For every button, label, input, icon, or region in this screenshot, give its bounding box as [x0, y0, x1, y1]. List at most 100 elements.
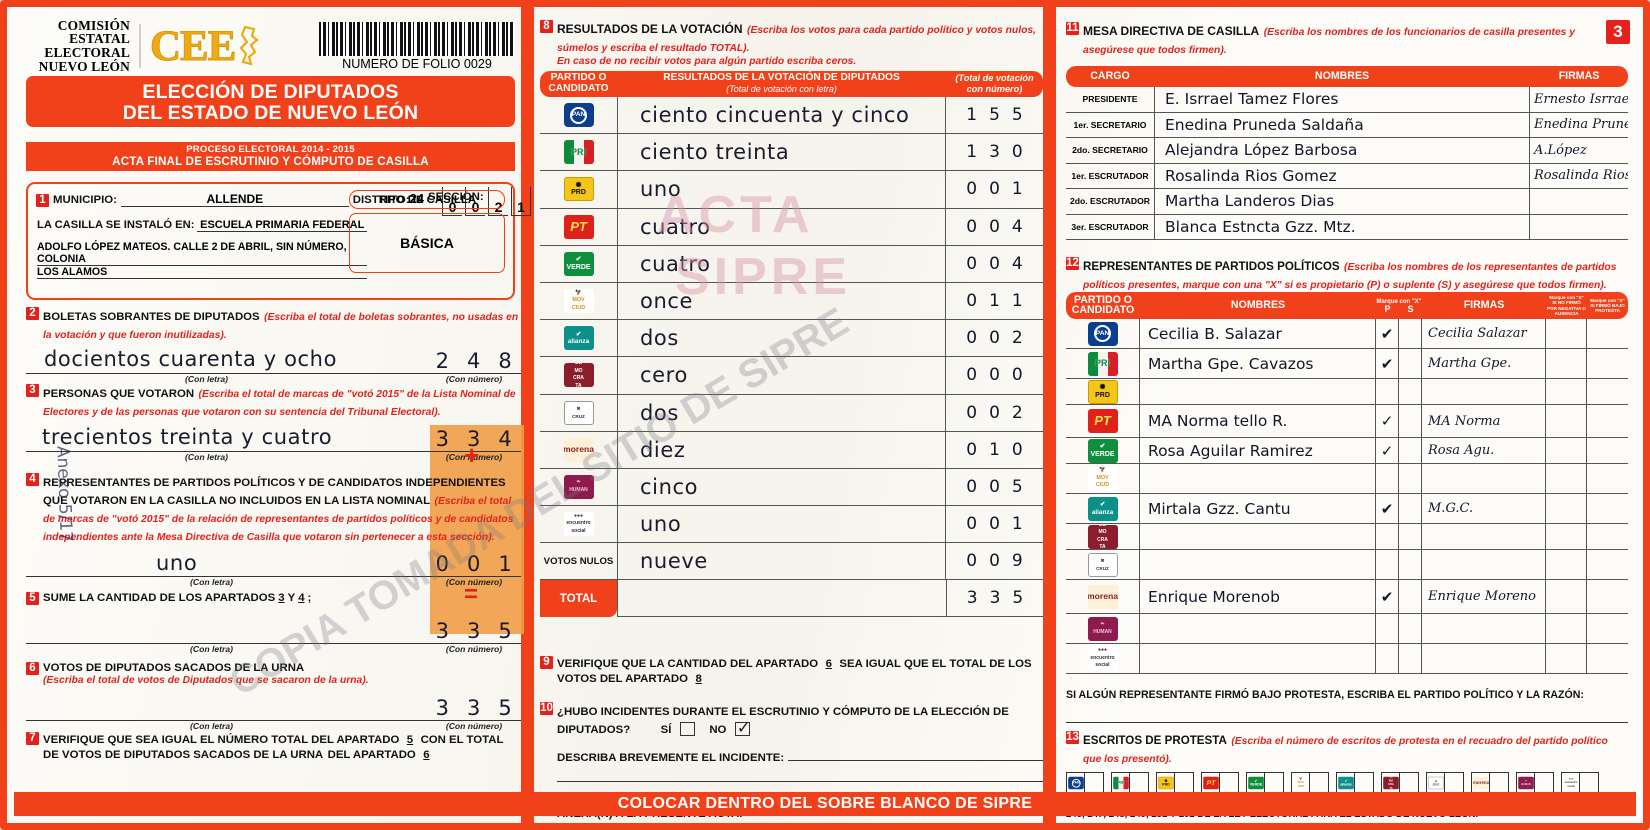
protesta-checkbox[interactable]	[1587, 405, 1628, 437]
protest-box[interactable]: PT	[1201, 772, 1239, 793]
firma-cell[interactable]	[1422, 464, 1546, 493]
protesta-checkbox[interactable]	[1587, 349, 1628, 378]
suplente-cell[interactable]	[1399, 349, 1422, 378]
firma-cell[interactable]: MA Norma	[1422, 405, 1546, 437]
negativa-checkbox[interactable]	[1546, 550, 1587, 579]
protesta-checkbox[interactable]	[1587, 524, 1628, 549]
distrito-value[interactable]: 24	[409, 191, 424, 206]
protesta-checkbox[interactable]	[1587, 644, 1628, 673]
negativa-checkbox[interactable]	[1546, 580, 1587, 613]
nombre-cell[interactable]: Martha Landeros Dias	[1154, 189, 1530, 214]
section-6-letra-value[interactable]	[26, 697, 427, 722]
propietario-cell[interactable]	[1376, 550, 1399, 579]
suplente-cell[interactable]	[1399, 494, 1422, 523]
protest-count-input[interactable]	[1129, 773, 1148, 792]
firma-cell[interactable]	[1530, 189, 1628, 214]
nombre-cell[interactable]: Rosalinda Rios Gomez	[1154, 163, 1530, 188]
protesta-checkbox[interactable]	[1587, 319, 1628, 348]
votes-letra-cell[interactable]: dos	[617, 394, 946, 431]
propietario-cell[interactable]: ✔	[1376, 494, 1399, 523]
negativa-checkbox[interactable]	[1546, 494, 1587, 523]
protest-box[interactable]: ✺ PRD	[1156, 772, 1194, 793]
protest-count-input[interactable]	[1534, 773, 1553, 792]
propietario-cell[interactable]: ✔	[1376, 580, 1399, 613]
negativa-checkbox[interactable]	[1546, 405, 1587, 437]
nombre-cell[interactable]: Enedina Pruneda Saldaña	[1154, 112, 1530, 137]
propietario-cell[interactable]	[1376, 644, 1399, 673]
nombre-cell[interactable]: Rosa Aguilar Ramirez	[1140, 438, 1376, 463]
protesta-checkbox[interactable]	[1587, 494, 1628, 523]
negativa-checkbox[interactable]	[1546, 464, 1587, 493]
firma-cell[interactable]	[1422, 379, 1546, 404]
protest-count-input[interactable]	[1264, 773, 1283, 792]
negativa-checkbox[interactable]	[1546, 379, 1587, 404]
section-3-letra-value[interactable]: trecientos treinta y cuatro	[26, 425, 427, 452]
protest-count-input[interactable]	[1084, 773, 1103, 792]
firma-cell[interactable]: Rosa Agu.	[1422, 438, 1546, 463]
protest-count-input[interactable]	[1444, 773, 1463, 792]
votes-letra-cell[interactable]: cuatro	[617, 208, 946, 245]
votes-letra-cell[interactable]: cero	[617, 357, 946, 394]
nombre-cell[interactable]: Enrique Morenob	[1140, 580, 1376, 613]
no-checkbox[interactable]: ✓	[734, 718, 751, 737]
propietario-cell[interactable]	[1376, 614, 1399, 643]
suplente-cell[interactable]	[1399, 464, 1422, 493]
nombre-cell[interactable]	[1140, 379, 1376, 404]
votes-letra-cell[interactable]: nueve	[617, 543, 946, 580]
incident-line-2[interactable]	[557, 765, 1043, 783]
nombre-cell[interactable]	[1140, 550, 1376, 579]
propietario-cell[interactable]: ✓	[1376, 405, 1399, 437]
section-5-letra-value[interactable]	[26, 620, 427, 645]
firma-cell[interactable]: A.López	[1534, 142, 1587, 158]
firma-cell[interactable]	[1530, 215, 1628, 240]
address-line-1[interactable]: ESCUELA PRIMARIA FEDERAL	[197, 219, 367, 232]
protest-count-input[interactable]	[1579, 773, 1598, 792]
negativa-checkbox[interactable]	[1546, 319, 1587, 348]
firma-cell[interactable]: Cecilia Salazar	[1422, 319, 1546, 348]
nombre-cell[interactable]	[1140, 644, 1376, 673]
protest-count-input[interactable]	[1309, 773, 1328, 792]
protest-box[interactable]: morena	[1471, 772, 1509, 793]
negativa-checkbox[interactable]	[1546, 349, 1587, 378]
votes-letra-cell[interactable]: once	[617, 282, 946, 320]
address-line-2[interactable]: ADOLFO LÓPEZ MATEOS. CALLE 2 DE ABRIL, S…	[37, 241, 367, 266]
protest-count-input[interactable]	[1489, 773, 1508, 792]
protest-box[interactable]: 🦅 MOV CIUD	[1291, 772, 1329, 793]
nombre-cell[interactable]: Cecilia B. Salazar	[1140, 319, 1376, 348]
protest-box[interactable]: PAN	[1066, 772, 1104, 793]
firma-cell[interactable]	[1422, 644, 1546, 673]
votes-letra-cell[interactable]: dos	[617, 320, 946, 357]
negativa-checkbox[interactable]	[1546, 438, 1587, 463]
negativa-checkbox[interactable]	[1546, 614, 1587, 643]
nombre-cell[interactable]: Alejandra López Barbosa	[1154, 138, 1530, 163]
firma-cell[interactable]: Enedina Pruneda	[1534, 117, 1628, 133]
nombre-cell[interactable]: Blanca Estncta Gzz. Mtz.	[1154, 214, 1530, 239]
protest-box[interactable]: PRI	[1111, 772, 1149, 793]
firma-cell[interactable]: Enrique Moreno	[1422, 580, 1546, 613]
firma-cell[interactable]	[1422, 614, 1546, 643]
protest-box[interactable]: DE MO CRA TA	[1381, 772, 1419, 793]
votes-letra-cell[interactable]: uno	[617, 506, 946, 543]
section-2-letra-value[interactable]: docientos cuarenta y ocho	[26, 347, 427, 374]
describe-incident-value[interactable]	[788, 747, 1043, 761]
propietario-cell[interactable]	[1376, 379, 1399, 404]
protesta-checkbox[interactable]	[1587, 438, 1628, 463]
propietario-cell[interactable]: ✔	[1376, 349, 1399, 378]
votes-letra-cell[interactable]: cuatro	[617, 245, 946, 282]
municipio-value[interactable]: ALLENDE	[120, 192, 349, 207]
suplente-cell[interactable]	[1399, 379, 1422, 404]
propietario-cell[interactable]	[1376, 524, 1399, 549]
firma-cell[interactable]	[1422, 550, 1546, 579]
negativa-checkbox[interactable]	[1546, 644, 1587, 673]
protest-count-input[interactable]	[1174, 773, 1193, 792]
address-line-3[interactable]: LOS ALAMOS	[37, 266, 367, 279]
protest-box[interactable]: ✔ VERDE	[1246, 772, 1284, 793]
